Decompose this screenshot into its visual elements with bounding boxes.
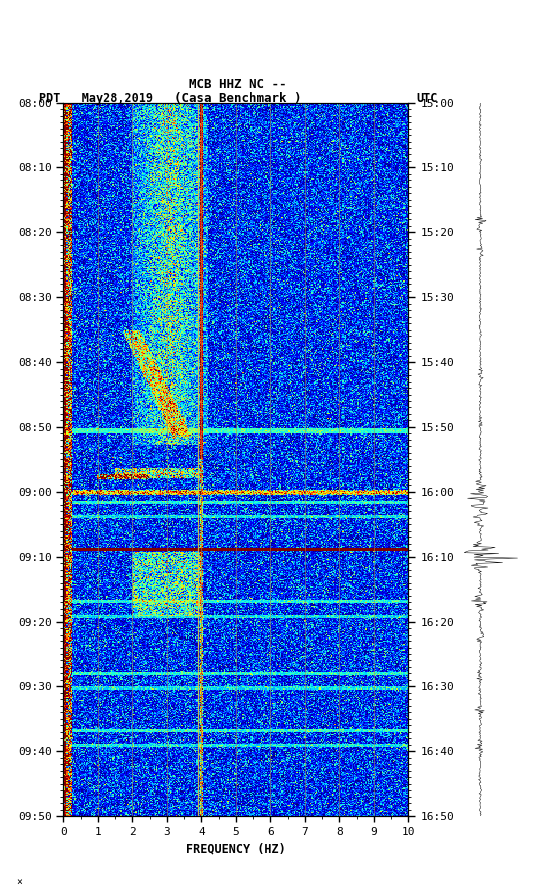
- X-axis label: FREQUENCY (HZ): FREQUENCY (HZ): [186, 842, 286, 855]
- Text: PDT   May28,2019: PDT May28,2019: [39, 92, 153, 105]
- Text: ×: ×: [17, 877, 23, 887]
- Text: UTC: UTC: [417, 92, 438, 105]
- Text: MCB HHZ NC --: MCB HHZ NC --: [189, 78, 286, 91]
- Text: (Casa Benchmark ): (Casa Benchmark ): [174, 92, 301, 105]
- Text: USGS: USGS: [30, 17, 59, 29]
